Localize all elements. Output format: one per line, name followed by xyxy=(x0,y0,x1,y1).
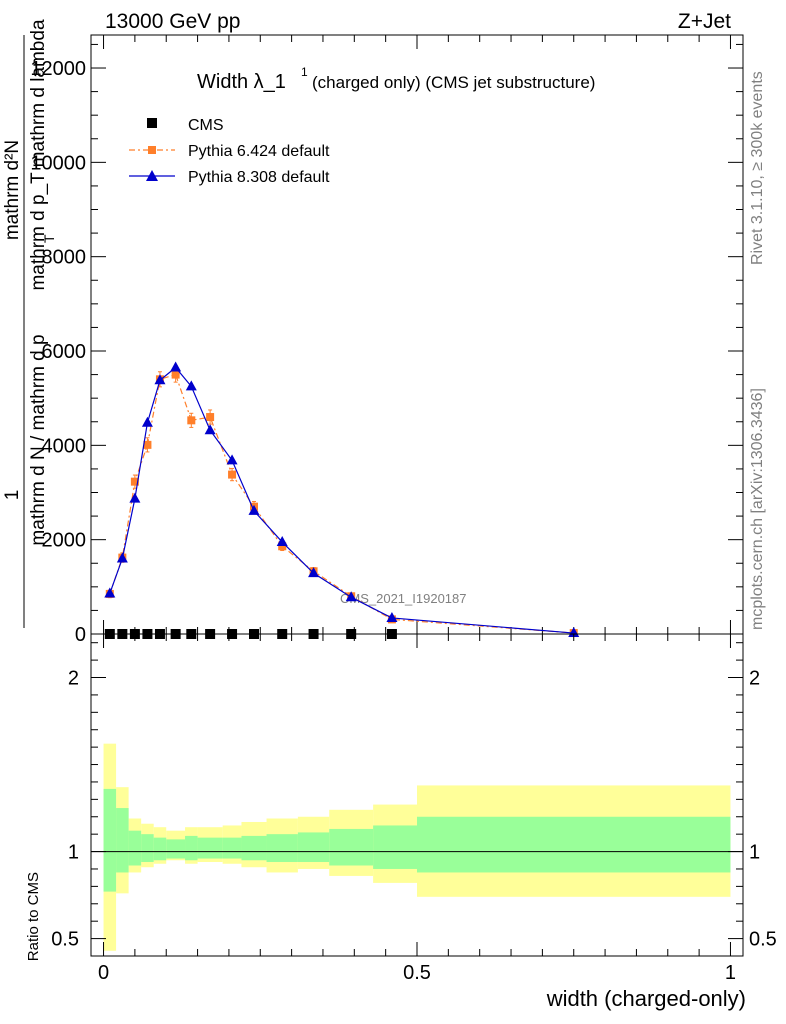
ratio-green-band xyxy=(417,816,731,873)
ratio-green-band xyxy=(197,837,223,859)
py8-point xyxy=(154,374,166,385)
ratio-xtick-label: 0 xyxy=(98,962,109,984)
main-ylabel: 1 mathrm d N / mathrm d p mathrm d²N mat… xyxy=(2,19,57,628)
main-ytick-label: 8000 xyxy=(42,247,87,269)
main-ytick-label: 2000 xyxy=(42,530,87,552)
ratio-green-band xyxy=(241,835,267,861)
ratio-ytick-label-right: 1 xyxy=(749,842,760,864)
main-ytick-label: 10000 xyxy=(30,152,86,174)
ratio-ylabel: Ratio to CMS xyxy=(25,872,42,961)
ratio-ytick-label-right: 0.5 xyxy=(749,929,777,951)
x-axis-label: width (charged-only) xyxy=(546,986,746,1011)
py8-point xyxy=(386,611,398,622)
py6-point xyxy=(171,370,180,379)
legend-py8-label: Pythia 8.308 default xyxy=(188,169,330,186)
main-panel: Width λ_1 1 (charged only) (CMS jet subs… xyxy=(30,34,744,646)
legend: CMS Pythia 6.424 default Pythia 8.308 de… xyxy=(129,117,330,186)
ratio-green-band xyxy=(266,834,298,863)
py6-point xyxy=(278,542,287,551)
py8-point xyxy=(104,587,116,598)
ratio-green-band xyxy=(297,832,330,863)
ratio-green-band xyxy=(116,808,129,873)
ratio-ytick-label-right: 2 xyxy=(749,668,760,690)
main-ytick-label: 0 xyxy=(75,624,86,646)
py8-point xyxy=(204,424,216,435)
watermark: CMS_2021_I1920187 xyxy=(340,591,467,606)
ratio-ytick-label: 0.5 xyxy=(51,929,79,951)
ratio-green-band xyxy=(153,837,167,861)
py8-point xyxy=(185,380,197,391)
py6-point xyxy=(206,413,215,422)
ratio-green-band xyxy=(128,830,142,866)
main-ytick-label: 4000 xyxy=(42,435,87,457)
py6-point xyxy=(130,477,139,486)
ylabel-subscript: T xyxy=(41,234,57,243)
py8-point xyxy=(116,552,128,563)
chart-title: Width λ_1 xyxy=(197,71,286,93)
py6-point xyxy=(187,416,196,425)
legend-py6-marker xyxy=(148,146,156,154)
ratio-green-band xyxy=(103,788,117,892)
py6-point xyxy=(143,440,152,449)
ratio-bands xyxy=(103,743,731,951)
main-ytick-label: 12000 xyxy=(30,58,86,80)
py8-point xyxy=(345,591,357,602)
chart-subtitle: (charged only) (CMS jet substructure) xyxy=(312,73,595,92)
py8-point xyxy=(170,361,182,372)
header-right: Z+Jet xyxy=(678,10,731,33)
py6-point xyxy=(228,470,237,479)
ratio-green-band xyxy=(141,834,154,863)
ratio-ytick-label: 1 xyxy=(68,842,79,864)
ratio-xtick-label: 1 xyxy=(725,962,736,984)
main-ytick-label: 6000 xyxy=(42,341,87,363)
ratio-frame xyxy=(90,633,744,957)
ylabel-prefix-den: mathrm d N / mathrm d p xyxy=(28,334,49,545)
ratio-green-band xyxy=(373,825,417,869)
header-left: 13000 GeV pp xyxy=(105,10,240,33)
py8-point xyxy=(276,536,288,547)
ratio-ytick-label: 2 xyxy=(68,668,79,690)
legend-cms-label: CMS xyxy=(188,117,224,134)
py8-point xyxy=(226,454,238,465)
ratio-green-band xyxy=(329,828,374,866)
legend-py8-marker xyxy=(146,170,158,181)
ylabel-numerator: mathrm d²N xyxy=(2,140,23,240)
py8-point xyxy=(129,492,141,503)
ratio-green-band xyxy=(185,835,198,861)
ratio-panel: 0.5 0.5 1 1 2 2 0 0.5 1 Ratio to CMS width (char… xyxy=(25,633,777,1011)
mcplots-note: mcplots.cern.ch [arXiv:1306.3436] xyxy=(749,388,766,630)
ratio-axis-ticks: 0.5 0.5 1 1 2 2 0 0.5 1 xyxy=(51,634,777,984)
ylabel-prefix-num: 1 xyxy=(2,490,23,501)
py8-point xyxy=(308,567,320,578)
rivet-note: Rivet 3.1.10, ≥ 300k events xyxy=(749,71,766,265)
ylabel-denominator: mathrm d p_T mathrm d lambda xyxy=(28,19,49,290)
py8-point xyxy=(248,504,260,515)
py8-point xyxy=(568,627,580,638)
main-axis-ticks: 0 2000 4000 6000 8000 10000 12000 xyxy=(30,35,743,646)
legend-py6-label: Pythia 6.424 default xyxy=(188,143,330,160)
ratio-xtick-label: 0.5 xyxy=(403,962,431,984)
ratio-green-band xyxy=(222,837,242,859)
ratio-green-band xyxy=(166,839,186,859)
chart-title-sup: 1 xyxy=(301,65,308,79)
py8-point xyxy=(141,416,153,427)
legend-cms-marker xyxy=(147,118,157,128)
